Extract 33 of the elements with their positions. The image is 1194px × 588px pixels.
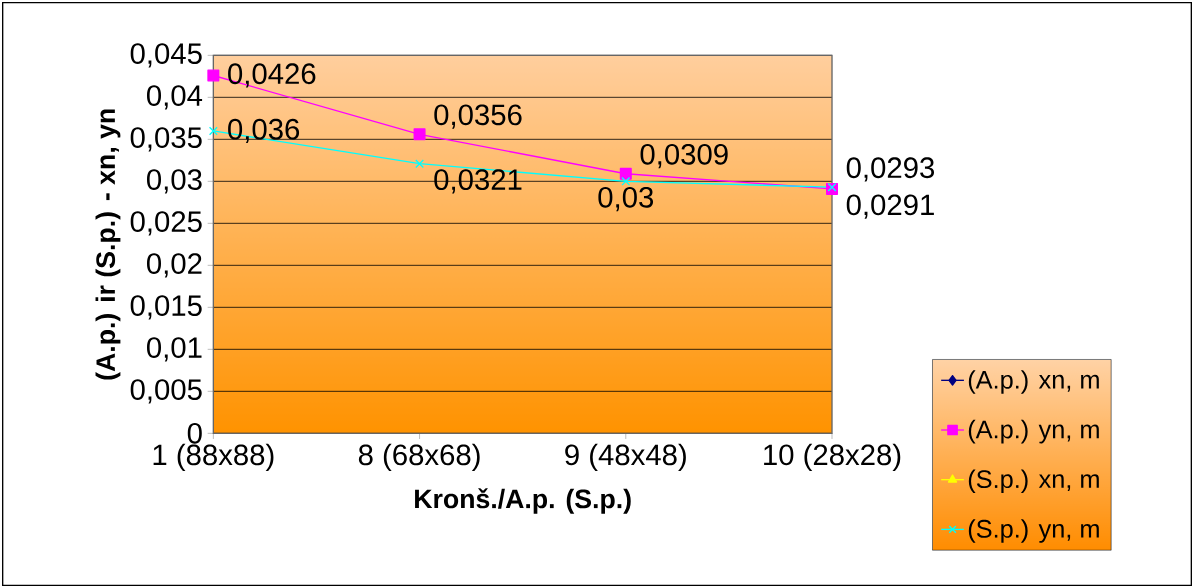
y-tick-label: 0,015: [130, 295, 202, 320]
x-tick-label: 8 (68x68): [358, 443, 480, 472]
x-tick-label: 10 (28x28): [764, 443, 901, 472]
data-label: 0,0293: [846, 157, 935, 182]
data-label: 0,03: [598, 186, 654, 212]
data-label: 0,0356: [434, 104, 522, 129]
legend-label: (A.p.) xn, m: [968, 370, 1099, 394]
point: [207, 69, 220, 82]
legend-label: (S.p.) yn, m: [968, 519, 1099, 543]
legend-label: (A.p.) yn, m: [968, 419, 1099, 444]
point: [208, 126, 218, 136]
y-tick-label: 0,045: [130, 43, 202, 68]
point: [619, 167, 632, 180]
y-tick-label: 0,02: [147, 253, 202, 278]
data-label: 0,0291: [846, 194, 934, 219]
x-tick-label: 9 (48x48): [565, 443, 686, 472]
x-axis-title: Kronš./A.p. (S.p.): [415, 488, 631, 514]
point: [415, 159, 425, 169]
legend-label: (S.p.) xn, m: [968, 469, 1099, 494]
point: [413, 128, 426, 141]
data-label: 0,0309: [640, 143, 728, 169]
point: [621, 176, 631, 186]
y-tick-label: 0,035: [130, 127, 202, 152]
y-tick-label: 0,03: [147, 169, 202, 194]
y-tick-label: 0: [187, 422, 202, 444]
y-tick-label: 0,025: [130, 211, 202, 236]
y-axis-title: (A.p.) ir (S.p.) - xn, yn: [95, 109, 121, 380]
y-tick-label: 0,01: [147, 337, 202, 362]
y-tick-label: 0,04: [147, 85, 203, 110]
data-label: 0,036: [228, 118, 300, 144]
y-tick-label: 0,005: [130, 379, 202, 404]
x-tick-label: 1 (88x88): [153, 443, 274, 472]
data-label: 0,0426: [228, 63, 316, 88]
